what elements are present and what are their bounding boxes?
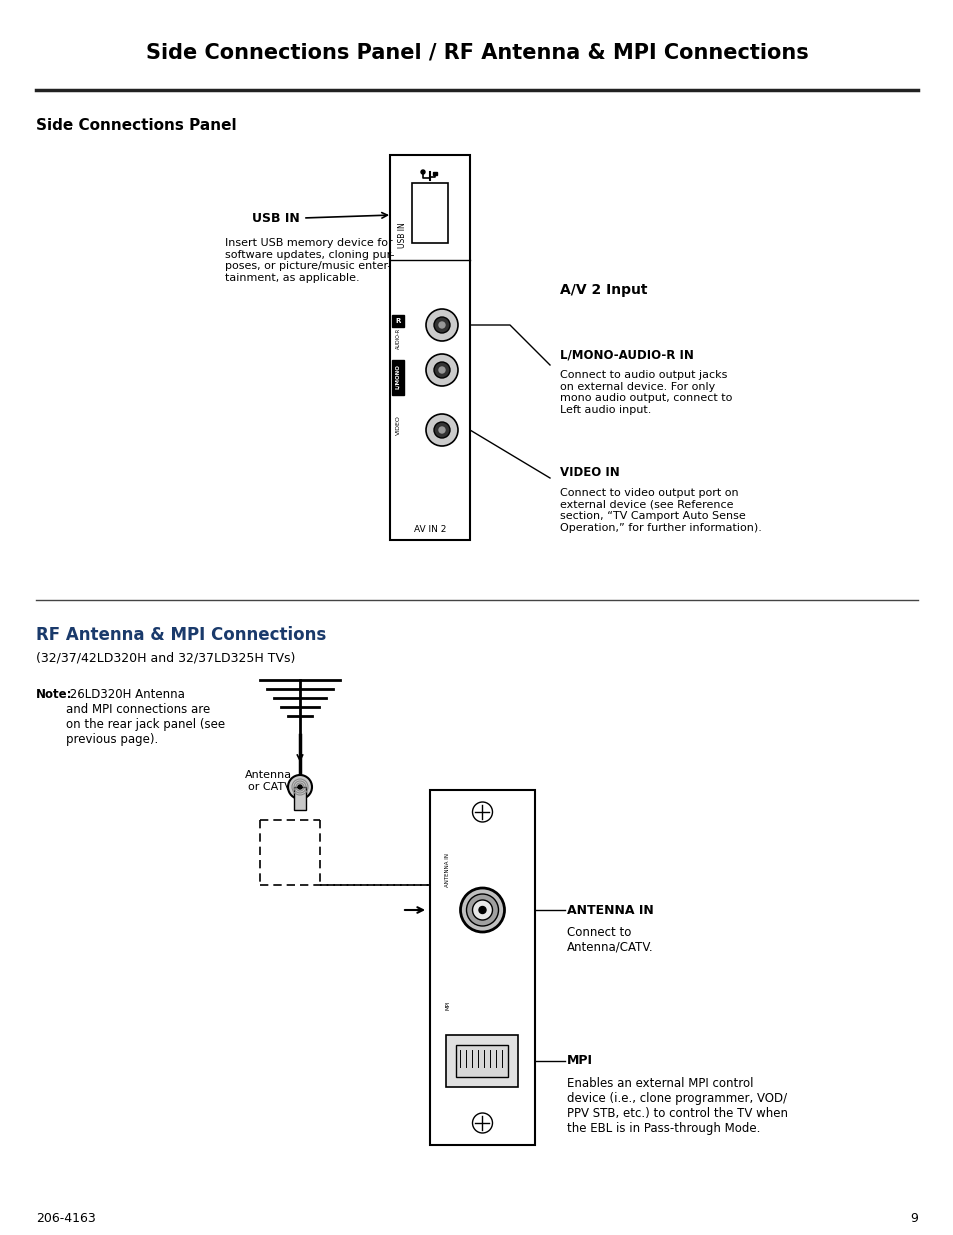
Bar <box>392 359 403 395</box>
Circle shape <box>426 309 457 341</box>
Text: Connect to video output port on
external device (see Reference
section, “TV Camp: Connect to video output port on external… <box>559 488 761 532</box>
Bar <box>412 183 448 243</box>
Text: AUDIO-R: AUDIO-R <box>395 327 400 348</box>
Text: R: R <box>395 317 400 324</box>
Circle shape <box>438 427 444 433</box>
Circle shape <box>438 367 444 373</box>
Circle shape <box>478 906 485 914</box>
Text: MPI: MPI <box>445 1000 450 1010</box>
Circle shape <box>288 776 312 799</box>
Text: L/MONO: L/MONO <box>395 364 400 389</box>
Text: (32/37/42LD320H and 32/37LD325H TVs): (32/37/42LD320H and 32/37LD325H TVs) <box>36 652 295 664</box>
Text: MPI: MPI <box>566 1055 593 1067</box>
Bar <box>294 787 306 810</box>
Text: Side Connections Panel: Side Connections Panel <box>36 117 236 132</box>
Circle shape <box>434 362 450 378</box>
Text: Antenna
or CATV: Antenna or CATV <box>245 769 292 792</box>
Text: AV IN 2: AV IN 2 <box>414 526 446 535</box>
Text: VIDEO: VIDEO <box>395 415 400 435</box>
Text: Connect to audio output jacks
on external device. For only
mono audio output, co: Connect to audio output jacks on externa… <box>559 370 732 415</box>
Bar <box>456 1045 508 1077</box>
Text: Enables an external MPI control
device (i.e., clone programmer, VOD/
PPV STB, et: Enables an external MPI control device (… <box>566 1077 787 1135</box>
Text: USB IN: USB IN <box>398 222 407 248</box>
Circle shape <box>438 322 444 329</box>
Text: VIDEO IN: VIDEO IN <box>559 467 619 479</box>
Text: Insert USB memory device for
software updates, cloning pur-
poses, or picture/mu: Insert USB memory device for software up… <box>225 238 395 283</box>
Text: Side Connections Panel / RF Antenna & MPI Connections: Side Connections Panel / RF Antenna & MP… <box>146 42 807 62</box>
Circle shape <box>472 900 492 920</box>
Text: L/MONO-AUDIO-R IN: L/MONO-AUDIO-R IN <box>559 348 693 362</box>
Text: ANTENNA IN: ANTENNA IN <box>566 904 653 916</box>
Bar <box>433 172 436 175</box>
Text: 26LD320H Antenna
and MPI connections are
on the rear jack panel (see
previous pa: 26LD320H Antenna and MPI connections are… <box>66 688 225 746</box>
Circle shape <box>434 317 450 333</box>
Text: A/V 2 Input: A/V 2 Input <box>559 283 647 296</box>
Circle shape <box>460 888 504 932</box>
Circle shape <box>426 414 457 446</box>
Text: RF Antenna & MPI Connections: RF Antenna & MPI Connections <box>36 626 326 643</box>
Text: Note:: Note: <box>36 688 72 701</box>
Circle shape <box>466 894 498 926</box>
Text: USB IN: USB IN <box>252 211 299 225</box>
Bar <box>390 156 470 540</box>
Text: ANTENNA IN: ANTENNA IN <box>445 853 450 887</box>
Text: Connect to
Antenna/CATV.: Connect to Antenna/CATV. <box>566 926 653 953</box>
Circle shape <box>297 785 302 789</box>
Bar <box>392 315 403 327</box>
Circle shape <box>472 802 492 823</box>
Circle shape <box>426 354 457 387</box>
Bar <box>430 790 535 1145</box>
Circle shape <box>420 170 424 174</box>
Circle shape <box>472 1113 492 1132</box>
Circle shape <box>434 422 450 438</box>
Text: 9: 9 <box>909 1212 917 1224</box>
Text: 206-4163: 206-4163 <box>36 1212 95 1224</box>
Bar <box>446 1035 518 1087</box>
